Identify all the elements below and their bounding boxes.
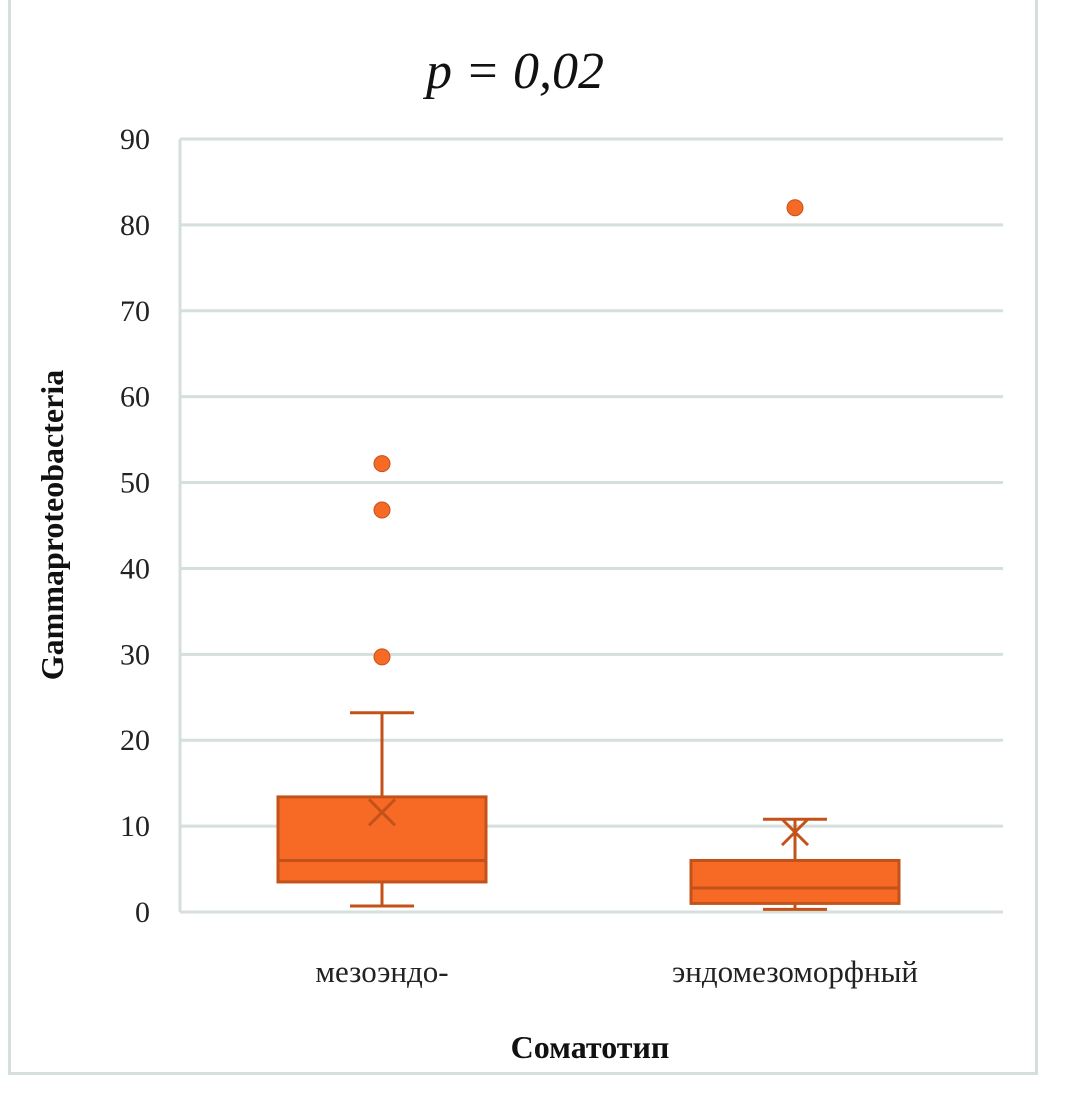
y-tick-label: 70 [120, 295, 150, 328]
y-tick-label: 20 [120, 724, 150, 757]
chart-frame [8, 0, 1038, 1075]
boxes [276, 199, 901, 911]
x-tick-label: мезоэндо- [315, 954, 448, 989]
y-tick-label: 80 [120, 209, 150, 242]
box [689, 858, 901, 905]
y-tick-label: 10 [120, 810, 150, 843]
outlier-point [373, 501, 391, 519]
mean-marker [780, 818, 810, 847]
mean-marker [367, 798, 397, 827]
y-tick-label: 90 [120, 123, 150, 156]
x-axis-title: Соматотип [511, 1029, 670, 1065]
outlier-point [373, 455, 391, 473]
y-tick-label: 60 [120, 381, 150, 414]
y-tick-label: 0 [135, 896, 150, 929]
box-group [276, 455, 488, 908]
y-tick-labels: 0 10 20 30 40 50 60 70 80 90 [120, 123, 150, 929]
outlier-point [786, 199, 804, 217]
y-tick-label: 50 [120, 467, 150, 500]
x-tick-label: эндомезоморфный [672, 954, 918, 989]
y-tick-label: 30 [120, 638, 150, 671]
outlier-point [373, 648, 391, 666]
y-tick-label: 40 [120, 552, 150, 585]
chart-title: p = 0,02 [422, 43, 604, 100]
box-group [689, 199, 901, 911]
y-axis-title: Gammaproteobacteria [34, 370, 70, 680]
box [276, 795, 488, 884]
